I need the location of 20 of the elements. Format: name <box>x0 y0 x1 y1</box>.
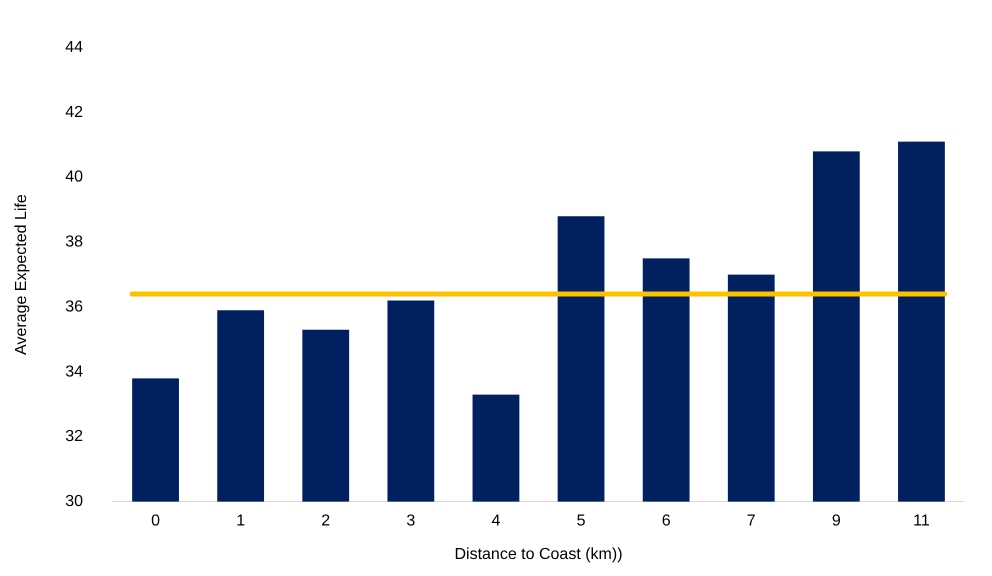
x-tick-label: 0 <box>151 512 160 530</box>
y-tick-label: 42 <box>65 104 84 121</box>
y-tick-label: 32 <box>65 428 84 446</box>
y-axis-title: Average Expected Life <box>13 194 30 355</box>
x-tick-label: 9 <box>832 512 841 530</box>
x-tick-label: 6 <box>662 512 671 530</box>
x-tick-label: 2 <box>321 512 330 530</box>
x-tick-label: 1 <box>236 512 246 530</box>
x-tick-label: 3 <box>406 512 416 530</box>
y-tick-label: 44 <box>65 39 84 56</box>
y-tick-label: 34 <box>65 363 84 380</box>
y-tick-label: 30 <box>65 493 84 510</box>
x-tick-label: 7 <box>746 512 756 530</box>
x-tick-label: 5 <box>576 512 586 530</box>
x-tick-label: 4 <box>491 512 500 530</box>
y-tick-label: 38 <box>65 234 84 251</box>
x-axis-title: Distance to Coast (km)) <box>454 546 623 563</box>
y-tick-label: 40 <box>65 168 84 186</box>
x-tick-label: 11 <box>913 512 930 530</box>
y-tick-label: 36 <box>65 298 84 316</box>
